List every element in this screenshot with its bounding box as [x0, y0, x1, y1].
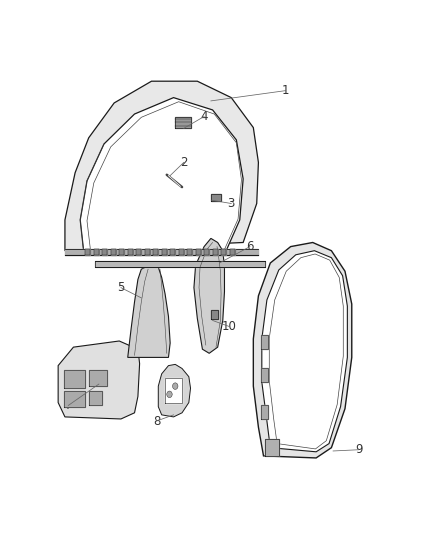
- Polygon shape: [65, 81, 258, 251]
- Text: 10: 10: [222, 320, 237, 333]
- Polygon shape: [261, 368, 268, 382]
- Text: 1: 1: [282, 84, 290, 97]
- Text: 6: 6: [246, 240, 254, 253]
- Polygon shape: [85, 249, 90, 255]
- Polygon shape: [136, 249, 141, 255]
- Polygon shape: [261, 335, 268, 349]
- Polygon shape: [196, 249, 201, 255]
- Polygon shape: [262, 251, 347, 452]
- Polygon shape: [170, 249, 175, 255]
- Polygon shape: [145, 249, 150, 255]
- Text: 7: 7: [64, 399, 72, 412]
- Polygon shape: [204, 249, 209, 255]
- Polygon shape: [194, 238, 224, 353]
- Polygon shape: [64, 370, 85, 388]
- Polygon shape: [211, 310, 219, 319]
- Polygon shape: [88, 391, 102, 405]
- Polygon shape: [65, 249, 258, 255]
- Polygon shape: [153, 249, 158, 255]
- Text: 5: 5: [117, 281, 125, 294]
- Text: 3: 3: [228, 197, 235, 210]
- Polygon shape: [128, 249, 133, 255]
- Polygon shape: [261, 405, 268, 419]
- Polygon shape: [230, 249, 235, 255]
- Polygon shape: [211, 194, 221, 201]
- Polygon shape: [179, 249, 184, 255]
- Polygon shape: [221, 249, 226, 255]
- Polygon shape: [58, 341, 140, 419]
- Text: 9: 9: [355, 443, 362, 456]
- Polygon shape: [212, 249, 218, 255]
- Polygon shape: [111, 249, 116, 255]
- Polygon shape: [253, 243, 352, 458]
- Polygon shape: [175, 117, 191, 127]
- Polygon shape: [128, 265, 170, 358]
- Text: 4: 4: [200, 110, 208, 123]
- Polygon shape: [158, 365, 191, 417]
- Polygon shape: [162, 249, 167, 255]
- Text: 8: 8: [153, 415, 160, 427]
- Polygon shape: [88, 370, 107, 386]
- Polygon shape: [265, 440, 279, 456]
- Polygon shape: [64, 391, 85, 407]
- Polygon shape: [102, 249, 107, 255]
- Circle shape: [167, 391, 172, 398]
- Text: 2: 2: [180, 156, 187, 169]
- Circle shape: [173, 383, 178, 390]
- Polygon shape: [94, 249, 99, 255]
- Polygon shape: [80, 98, 243, 251]
- Polygon shape: [187, 249, 192, 255]
- Polygon shape: [95, 261, 265, 267]
- Polygon shape: [165, 378, 182, 402]
- Polygon shape: [119, 249, 124, 255]
